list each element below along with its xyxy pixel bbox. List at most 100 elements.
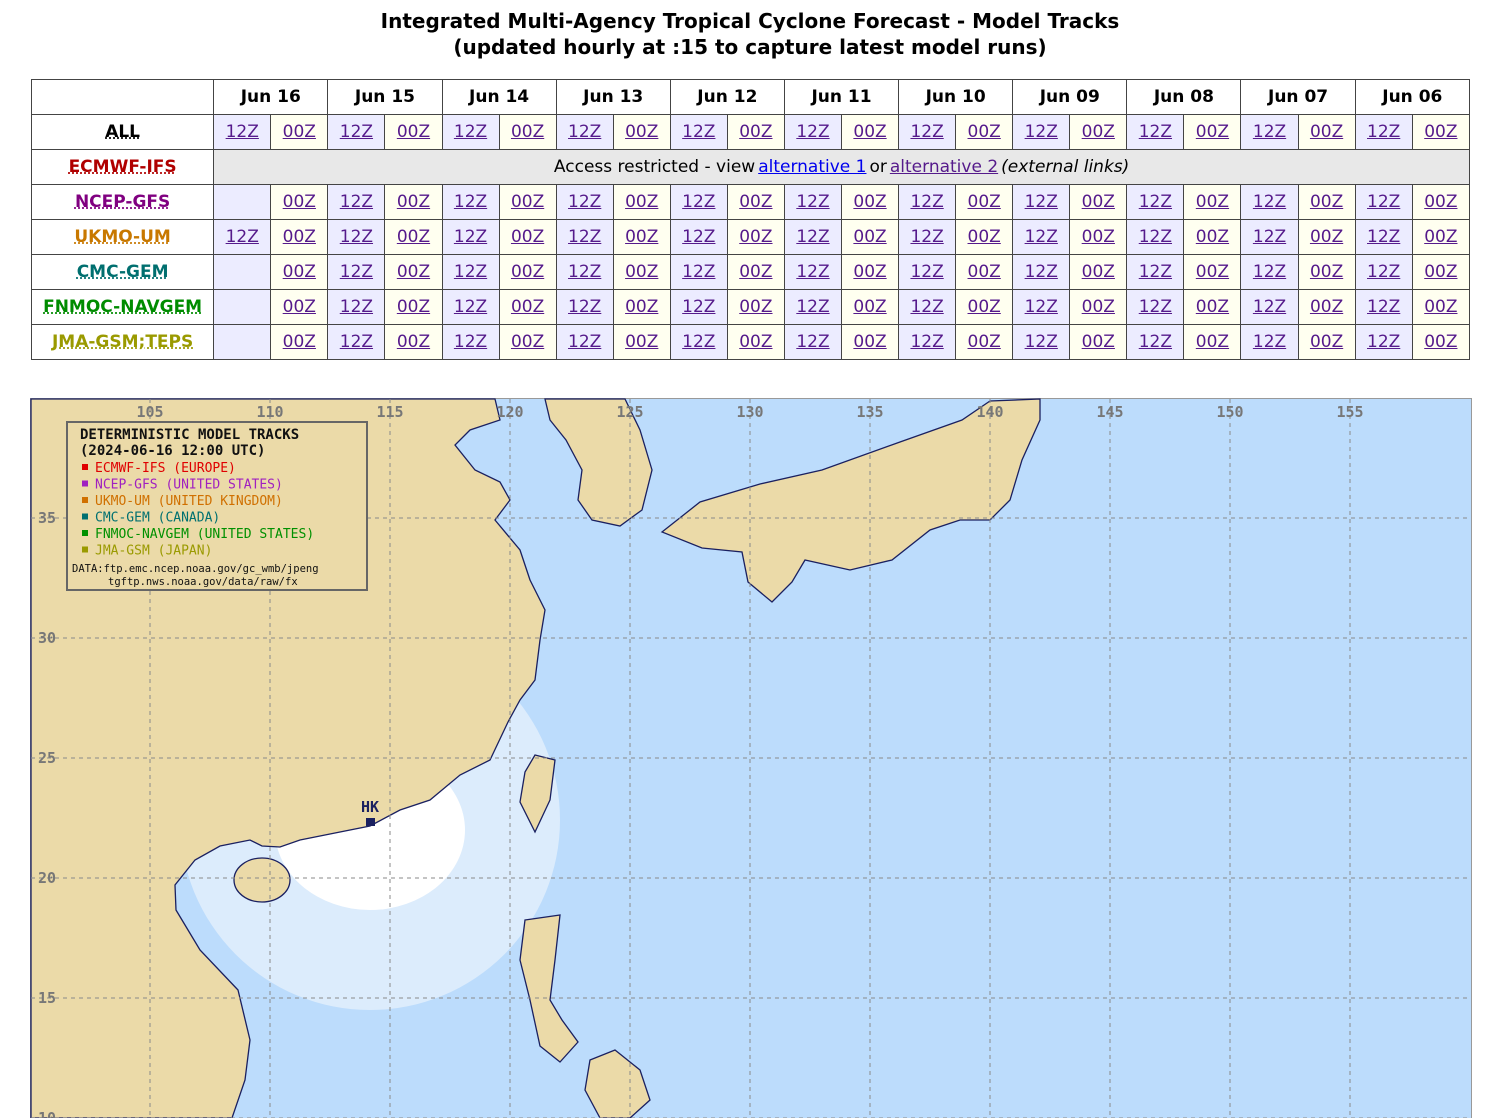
row-label[interactable]: NCEP-GFS: [74, 192, 171, 212]
run-link[interactable]: 00Z: [1424, 192, 1458, 212]
run-link[interactable]: 12Z: [1252, 297, 1287, 317]
run-link[interactable]: 12Z: [453, 262, 488, 282]
run-link[interactable]: 12Z: [910, 262, 944, 282]
run-link[interactable]: 00Z: [1081, 332, 1115, 352]
run-link[interactable]: 00Z: [739, 262, 773, 282]
row-label[interactable]: CMC-GEM: [76, 262, 169, 282]
run-link[interactable]: 12Z: [568, 297, 602, 317]
run-link[interactable]: 00Z: [396, 297, 431, 317]
run-link[interactable]: 00Z: [1424, 262, 1458, 282]
run-link[interactable]: 12Z: [568, 262, 602, 282]
run-link[interactable]: 12Z: [568, 122, 602, 142]
run-link[interactable]: 12Z: [339, 332, 374, 352]
run-link[interactable]: 12Z: [1024, 297, 1058, 317]
run-link[interactable]: 00Z: [1195, 297, 1230, 317]
run-link[interactable]: 00Z: [282, 297, 316, 317]
run-link[interactable]: 12Z: [910, 332, 944, 352]
run-link[interactable]: 12Z: [910, 227, 944, 247]
alt-link[interactable]: alternative 1: [758, 157, 867, 177]
run-link[interactable]: 00Z: [739, 297, 773, 317]
run-link[interactable]: 00Z: [396, 122, 431, 142]
run-link[interactable]: 12Z: [1138, 297, 1173, 317]
run-link[interactable]: 12Z: [1252, 192, 1287, 212]
run-link[interactable]: 12Z: [682, 297, 716, 317]
run-link[interactable]: 12Z: [682, 332, 716, 352]
row-label[interactable]: FNMOC-NAVGEM: [43, 297, 203, 317]
row-label[interactable]: JMA-GSM;TEPS: [51, 332, 194, 352]
run-link[interactable]: 12Z: [1024, 332, 1058, 352]
run-link[interactable]: 12Z: [796, 192, 830, 212]
run-link[interactable]: 12Z: [453, 227, 488, 247]
run-link[interactable]: 12Z: [453, 122, 488, 142]
run-link[interactable]: 00Z: [625, 192, 659, 212]
alt-link[interactable]: alternative 2: [889, 157, 999, 177]
run-link[interactable]: 12Z: [1252, 332, 1287, 352]
run-link[interactable]: 00Z: [396, 192, 431, 212]
run-link[interactable]: 12Z: [682, 122, 716, 142]
run-link[interactable]: 00Z: [1195, 122, 1230, 142]
run-link[interactable]: 12Z: [1367, 332, 1401, 352]
run-link[interactable]: 00Z: [282, 332, 316, 352]
run-link[interactable]: 12Z: [1138, 227, 1173, 247]
run-link[interactable]: 00Z: [967, 122, 1001, 142]
run-link[interactable]: 12Z: [1367, 262, 1401, 282]
row-label[interactable]: ALL: [105, 122, 141, 142]
run-link[interactable]: 12Z: [568, 192, 602, 212]
run-link[interactable]: 12Z: [1252, 122, 1287, 142]
run-link[interactable]: 00Z: [967, 262, 1001, 282]
run-link[interactable]: 12Z: [339, 262, 374, 282]
run-link[interactable]: 12Z: [339, 227, 374, 247]
run-link[interactable]: 12Z: [796, 332, 830, 352]
run-link[interactable]: 12Z: [453, 297, 488, 317]
run-link[interactable]: 12Z: [1138, 122, 1173, 142]
run-link[interactable]: 00Z: [1309, 262, 1344, 282]
run-link[interactable]: 00Z: [967, 192, 1001, 212]
run-link[interactable]: 00Z: [853, 227, 887, 247]
run-link[interactable]: 00Z: [1309, 192, 1344, 212]
run-link[interactable]: 00Z: [1424, 227, 1458, 247]
run-link[interactable]: 00Z: [1081, 297, 1115, 317]
run-link[interactable]: 12Z: [225, 227, 259, 247]
run-link[interactable]: 00Z: [396, 227, 431, 247]
run-link[interactable]: 00Z: [1424, 122, 1458, 142]
run-link[interactable]: 00Z: [853, 332, 887, 352]
run-link[interactable]: 00Z: [1309, 122, 1344, 142]
run-link[interactable]: 12Z: [339, 297, 374, 317]
run-link[interactable]: 00Z: [853, 297, 887, 317]
run-link[interactable]: 12Z: [1367, 192, 1401, 212]
run-link[interactable]: 12Z: [568, 227, 602, 247]
run-link[interactable]: 00Z: [510, 332, 545, 352]
run-link[interactable]: 00Z: [1309, 297, 1344, 317]
run-link[interactable]: 00Z: [1195, 227, 1230, 247]
run-link[interactable]: 00Z: [1195, 262, 1230, 282]
run-link[interactable]: 00Z: [510, 122, 545, 142]
run-link[interactable]: 00Z: [1309, 332, 1344, 352]
run-link[interactable]: 12Z: [453, 192, 488, 212]
run-link[interactable]: 12Z: [682, 262, 716, 282]
run-link[interactable]: 00Z: [1081, 262, 1115, 282]
run-link[interactable]: 12Z: [339, 192, 374, 212]
run-link[interactable]: 00Z: [510, 227, 545, 247]
run-link[interactable]: 00Z: [396, 332, 431, 352]
run-link[interactable]: 00Z: [1081, 122, 1115, 142]
run-link[interactable]: 12Z: [1024, 227, 1058, 247]
run-link[interactable]: 00Z: [625, 332, 659, 352]
run-link[interactable]: 12Z: [682, 227, 716, 247]
run-link[interactable]: 00Z: [853, 262, 887, 282]
run-link[interactable]: 12Z: [796, 297, 830, 317]
run-link[interactable]: 00Z: [739, 227, 773, 247]
run-link[interactable]: 00Z: [739, 192, 773, 212]
run-link[interactable]: 12Z: [1252, 227, 1287, 247]
run-link[interactable]: 00Z: [1424, 332, 1458, 352]
run-link[interactable]: 00Z: [282, 227, 316, 247]
run-link[interactable]: 00Z: [625, 227, 659, 247]
run-link[interactable]: 00Z: [967, 227, 1001, 247]
run-link[interactable]: 12Z: [910, 297, 944, 317]
run-link[interactable]: 12Z: [1367, 297, 1401, 317]
run-link[interactable]: 12Z: [453, 332, 488, 352]
run-link[interactable]: 00Z: [1309, 227, 1344, 247]
run-link[interactable]: 00Z: [282, 122, 316, 142]
run-link[interactable]: 00Z: [396, 262, 431, 282]
run-link[interactable]: 00Z: [967, 297, 1001, 317]
run-link[interactable]: 00Z: [1195, 192, 1230, 212]
